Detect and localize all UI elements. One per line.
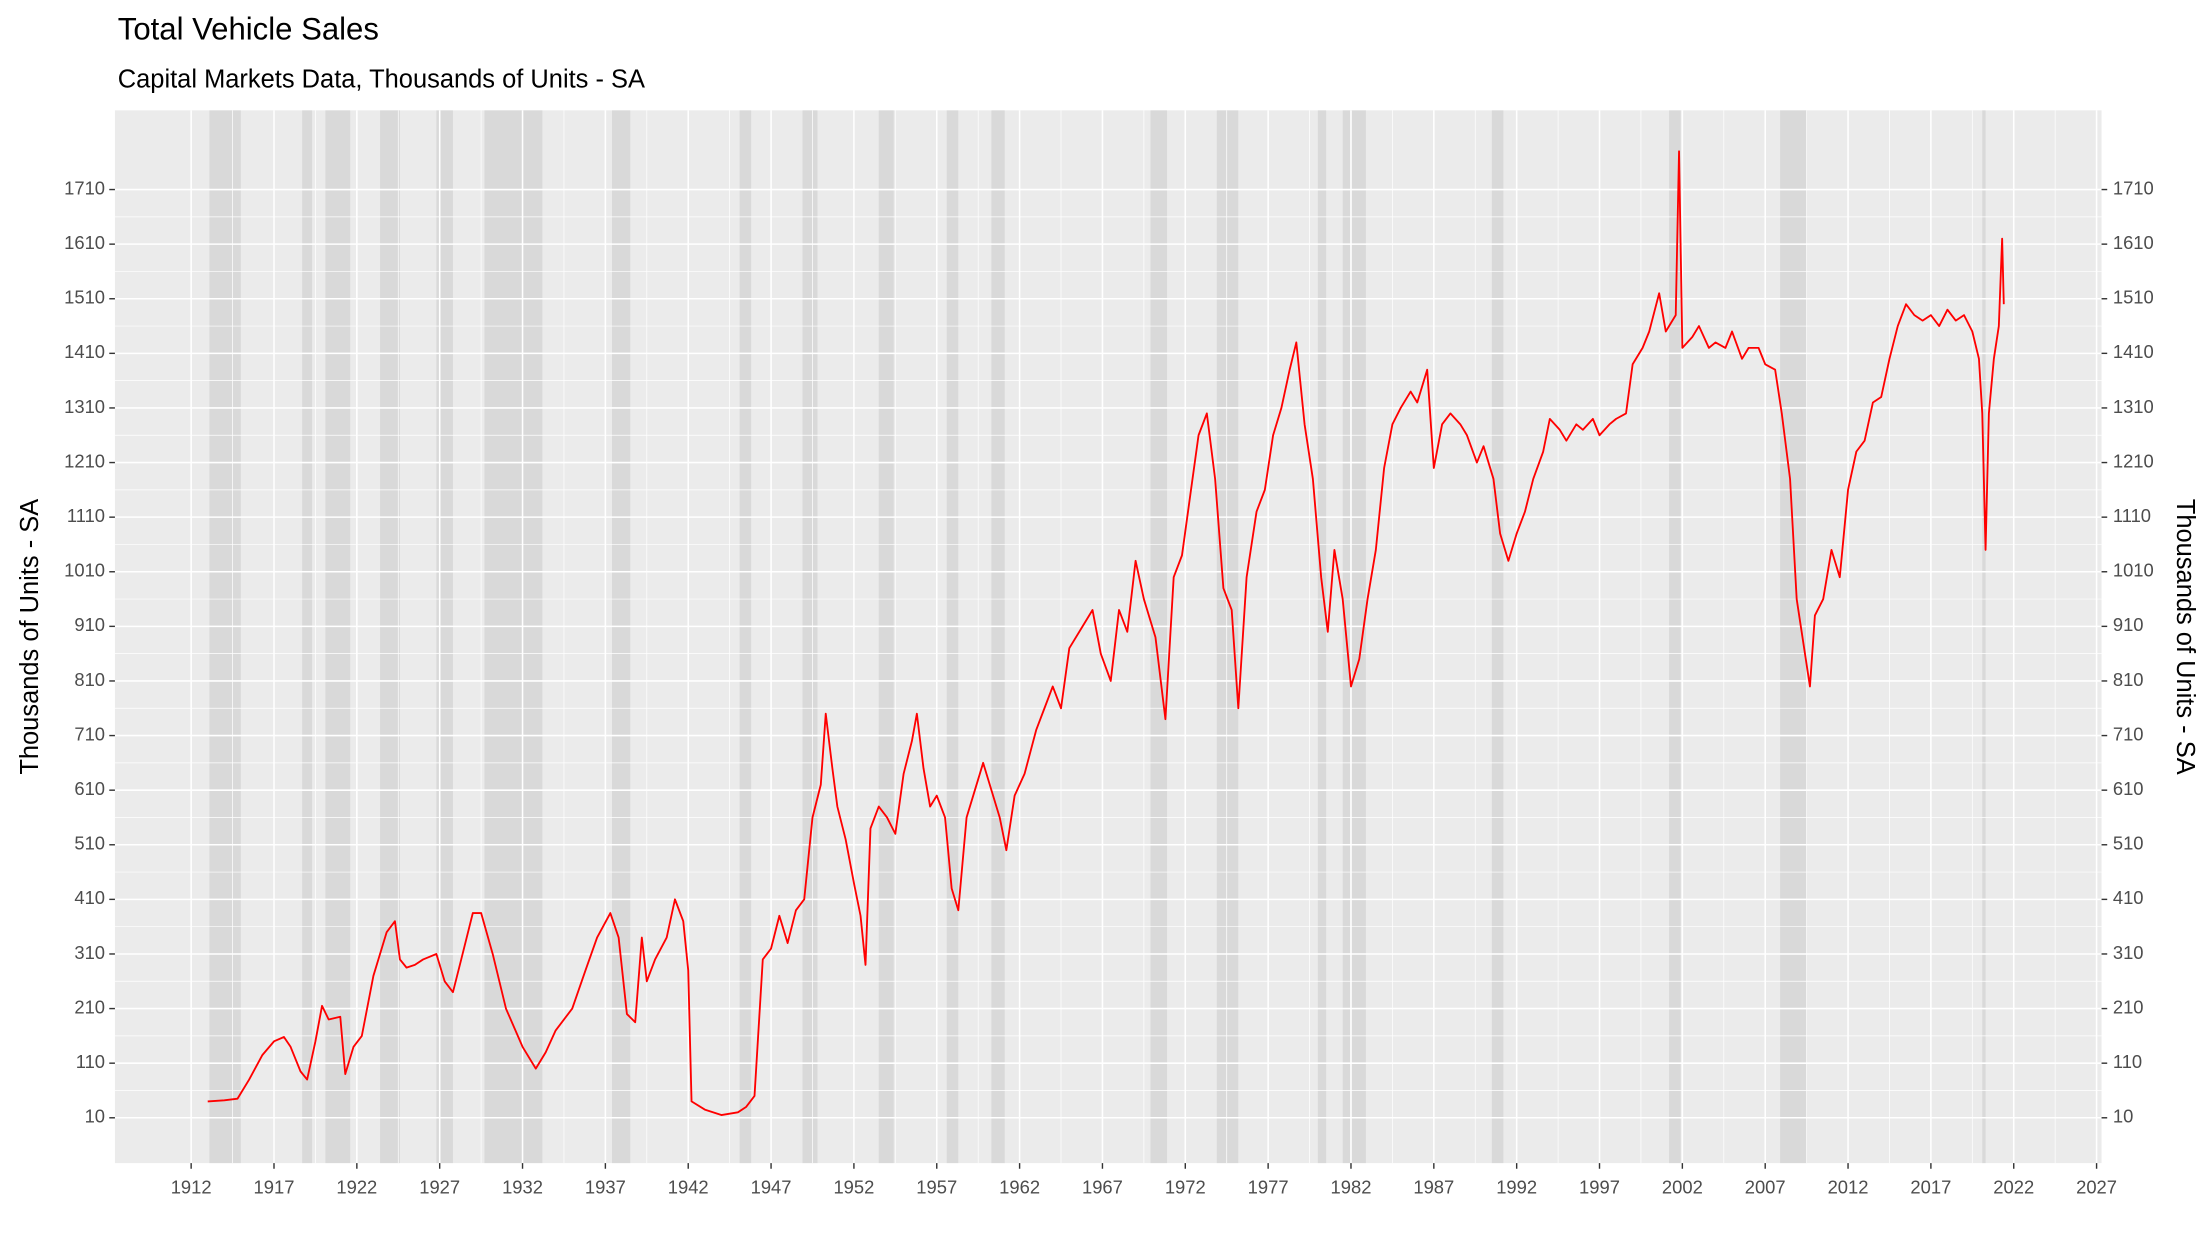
x-tick-label: 1992: [1496, 1176, 1537, 1197]
y2-tick-label: 1710: [2113, 177, 2154, 198]
y-tick-label: 410: [74, 887, 105, 908]
x-tick-label: 2002: [1662, 1176, 1703, 1197]
shaded-period: [1491, 110, 1504, 1164]
x-tick-label: 1977: [1248, 1176, 1289, 1197]
shaded-period: [1317, 110, 1327, 1164]
chart-subtitle: Capital Markets Data, Thousands of Units…: [118, 65, 645, 93]
x-tick-label: 1932: [502, 1176, 543, 1197]
shaded-period: [1669, 110, 1681, 1164]
y2-tick-label: 10: [2113, 1106, 2133, 1127]
x-tick-label: 2017: [1910, 1176, 1951, 1197]
shaded-period: [946, 110, 959, 1164]
x-tick-label: 1972: [1165, 1176, 1206, 1197]
y-axis-label: Thousands of Units - SA: [16, 499, 44, 775]
x-tick-label: 1997: [1579, 1176, 1620, 1197]
y-tick-label: 1410: [64, 341, 105, 362]
x-tick-label: 1947: [751, 1176, 792, 1197]
y2-tick-label: 810: [2113, 669, 2144, 690]
y-tick-label: 1510: [64, 287, 105, 308]
shaded-period: [325, 110, 351, 1164]
x-tick-label: 1917: [254, 1176, 295, 1197]
y2-axis-label: Thousands of Units - SA: [2171, 499, 2199, 775]
shaded-period: [1150, 110, 1168, 1164]
shaded-period: [1216, 110, 1239, 1164]
x-tick-label: 1962: [999, 1176, 1040, 1197]
x-tick-label: 2007: [1745, 1176, 1786, 1197]
y-tick-label: 1110: [67, 505, 105, 526]
y-tick-label: 310: [74, 942, 105, 963]
shaded-period: [380, 110, 400, 1164]
y-tick-label: 110: [76, 1051, 105, 1072]
y2-tick-label: 910: [2113, 614, 2144, 635]
chart-title: Total Vehicle Sales: [118, 11, 379, 46]
y2-tick-label: 1110: [2113, 505, 2151, 526]
y2-tick-label: 110: [2113, 1051, 2142, 1072]
x-tick-label: 2022: [1993, 1176, 2034, 1197]
y-tick-label: 1210: [64, 450, 105, 471]
y-tick-label: 1610: [64, 232, 105, 253]
y-tick-label: 510: [74, 833, 105, 854]
x-tick-label: 2027: [2076, 1176, 2117, 1197]
x-tick-label: 1927: [419, 1176, 460, 1197]
shaded-period: [209, 110, 241, 1164]
y2-tick-label: 410: [2113, 887, 2144, 908]
shaded-period: [878, 110, 894, 1164]
x-tick-label: 1967: [1082, 1176, 1123, 1197]
x-tick-label: 1912: [171, 1176, 212, 1197]
shaded-period: [991, 110, 1005, 1164]
y-tick-label: 1710: [64, 177, 105, 198]
shaded-period: [484, 110, 543, 1164]
y-tick-label: 610: [74, 778, 105, 799]
y2-tick-label: 710: [2113, 723, 2144, 744]
y2-tick-label: 610: [2113, 778, 2144, 799]
y2-tick-label: 1310: [2113, 396, 2154, 417]
y-tick-label: 210: [74, 996, 105, 1017]
y-tick-label: 810: [74, 669, 105, 690]
x-tick-label: 1982: [1331, 1176, 1372, 1197]
shaded-period: [739, 110, 752, 1164]
y2-tick-label: 310: [2113, 942, 2144, 963]
x-tick-label: 1942: [668, 1176, 709, 1197]
x-tick-label: 2012: [1828, 1176, 1869, 1197]
shaded-period: [1982, 110, 1986, 1164]
y-tick-label: 10: [85, 1106, 105, 1127]
y2-tick-label: 1510: [2113, 287, 2154, 308]
shaded-period: [302, 110, 313, 1164]
x-tick-label: 1987: [1413, 1176, 1454, 1197]
y2-tick-label: 210: [2113, 996, 2144, 1017]
shaded-period: [436, 110, 453, 1164]
y2-tick-label: 1410: [2113, 341, 2154, 362]
y2-tick-label: 510: [2113, 833, 2144, 854]
x-tick-label: 1922: [336, 1176, 377, 1197]
y-tick-label: 910: [74, 614, 105, 635]
y2-tick-label: 1610: [2113, 232, 2154, 253]
x-tick-label: 1952: [833, 1176, 874, 1197]
shaded-period: [802, 110, 818, 1164]
data-line: [207, 150, 2005, 1116]
x-tick-label: 1937: [585, 1176, 626, 1197]
y-tick-label: 710: [74, 723, 105, 744]
y2-tick-label: 1210: [2113, 450, 2154, 471]
y-tick-label: 1310: [64, 396, 105, 417]
shaded-period: [612, 110, 631, 1164]
y2-tick-label: 1010: [2113, 560, 2154, 581]
y-tick-label: 1010: [64, 560, 105, 581]
x-tick-label: 1957: [916, 1176, 957, 1197]
